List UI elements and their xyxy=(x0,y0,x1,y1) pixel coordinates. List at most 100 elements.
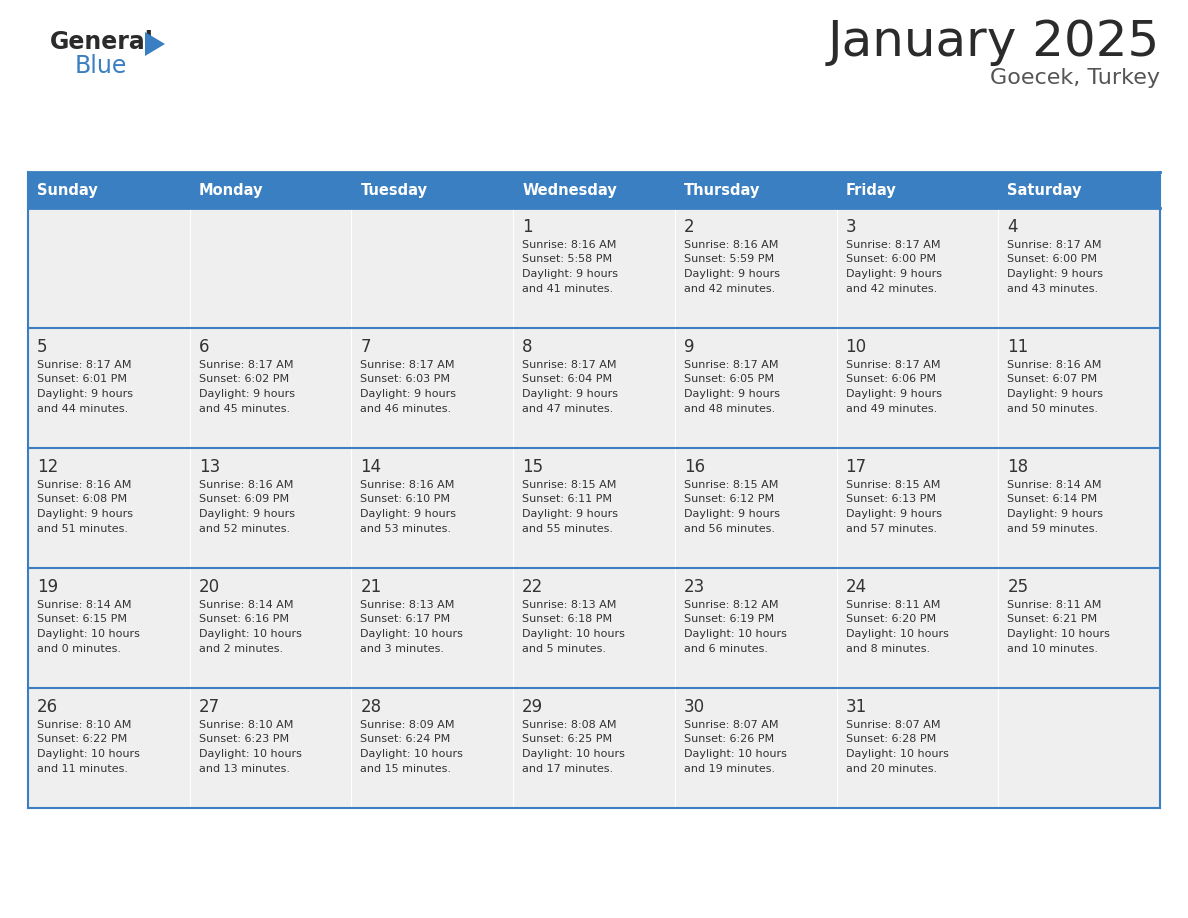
Text: Saturday: Saturday xyxy=(1007,183,1082,197)
Text: 5: 5 xyxy=(37,338,48,356)
Text: 15: 15 xyxy=(523,458,543,476)
Text: and 55 minutes.: and 55 minutes. xyxy=(523,523,613,533)
Text: and 52 minutes.: and 52 minutes. xyxy=(198,523,290,533)
Text: 20: 20 xyxy=(198,578,220,596)
Text: 27: 27 xyxy=(198,698,220,716)
Text: Sunset: 6:06 PM: Sunset: 6:06 PM xyxy=(846,375,936,385)
Text: Sunset: 6:18 PM: Sunset: 6:18 PM xyxy=(523,614,612,624)
Text: 28: 28 xyxy=(360,698,381,716)
Text: and 53 minutes.: and 53 minutes. xyxy=(360,523,451,533)
Text: Sunrise: 8:17 AM: Sunrise: 8:17 AM xyxy=(684,360,778,370)
Text: Sunrise: 8:17 AM: Sunrise: 8:17 AM xyxy=(523,360,617,370)
Text: Sunset: 6:23 PM: Sunset: 6:23 PM xyxy=(198,734,289,744)
Text: and 19 minutes.: and 19 minutes. xyxy=(684,764,775,774)
Text: Sunset: 6:00 PM: Sunset: 6:00 PM xyxy=(846,254,936,264)
Text: 18: 18 xyxy=(1007,458,1029,476)
Text: Sunrise: 8:14 AM: Sunrise: 8:14 AM xyxy=(1007,480,1101,490)
Text: Daylight: 9 hours: Daylight: 9 hours xyxy=(846,509,942,519)
Text: Sunset: 6:26 PM: Sunset: 6:26 PM xyxy=(684,734,775,744)
Text: and 57 minutes.: and 57 minutes. xyxy=(846,523,936,533)
Text: 29: 29 xyxy=(523,698,543,716)
Text: Sunrise: 8:17 AM: Sunrise: 8:17 AM xyxy=(198,360,293,370)
Text: and 47 minutes.: and 47 minutes. xyxy=(523,404,613,413)
Text: Sunrise: 8:09 AM: Sunrise: 8:09 AM xyxy=(360,720,455,730)
Text: 17: 17 xyxy=(846,458,867,476)
Text: Sunset: 6:00 PM: Sunset: 6:00 PM xyxy=(1007,254,1098,264)
Text: Sunday: Sunday xyxy=(37,183,97,197)
Text: Daylight: 9 hours: Daylight: 9 hours xyxy=(37,509,133,519)
Text: Sunrise: 8:16 AM: Sunrise: 8:16 AM xyxy=(523,240,617,250)
Text: and 42 minutes.: and 42 minutes. xyxy=(846,284,937,294)
Text: and 5 minutes.: and 5 minutes. xyxy=(523,644,606,654)
Text: Blue: Blue xyxy=(75,54,127,78)
Text: Sunrise: 8:10 AM: Sunrise: 8:10 AM xyxy=(198,720,293,730)
Text: Sunset: 6:11 PM: Sunset: 6:11 PM xyxy=(523,495,612,505)
Text: 21: 21 xyxy=(360,578,381,596)
Text: Daylight: 9 hours: Daylight: 9 hours xyxy=(846,389,942,399)
Text: Daylight: 9 hours: Daylight: 9 hours xyxy=(523,389,618,399)
Text: Sunrise: 8:15 AM: Sunrise: 8:15 AM xyxy=(523,480,617,490)
Bar xyxy=(29,448,1159,568)
Text: Daylight: 9 hours: Daylight: 9 hours xyxy=(1007,509,1104,519)
Text: Daylight: 10 hours: Daylight: 10 hours xyxy=(198,629,302,639)
Text: Sunset: 6:20 PM: Sunset: 6:20 PM xyxy=(846,614,936,624)
Bar xyxy=(29,328,1159,448)
Text: and 8 minutes.: and 8 minutes. xyxy=(846,644,930,654)
Text: 22: 22 xyxy=(523,578,543,596)
Text: 12: 12 xyxy=(37,458,58,476)
Text: and 44 minutes.: and 44 minutes. xyxy=(37,404,128,413)
Text: and 0 minutes.: and 0 minutes. xyxy=(37,644,121,654)
Text: 26: 26 xyxy=(37,698,58,716)
Text: Daylight: 10 hours: Daylight: 10 hours xyxy=(1007,629,1110,639)
Text: 19: 19 xyxy=(37,578,58,596)
Text: Sunrise: 8:10 AM: Sunrise: 8:10 AM xyxy=(37,720,132,730)
Text: Sunrise: 8:17 AM: Sunrise: 8:17 AM xyxy=(1007,240,1101,250)
Text: Daylight: 9 hours: Daylight: 9 hours xyxy=(198,509,295,519)
Text: Sunset: 6:08 PM: Sunset: 6:08 PM xyxy=(37,495,127,505)
Text: Sunrise: 8:17 AM: Sunrise: 8:17 AM xyxy=(360,360,455,370)
Text: Sunrise: 8:16 AM: Sunrise: 8:16 AM xyxy=(360,480,455,490)
Text: Sunrise: 8:14 AM: Sunrise: 8:14 AM xyxy=(198,600,293,610)
Text: Sunset: 6:15 PM: Sunset: 6:15 PM xyxy=(37,614,127,624)
Text: Sunset: 6:25 PM: Sunset: 6:25 PM xyxy=(523,734,612,744)
Text: Sunrise: 8:12 AM: Sunrise: 8:12 AM xyxy=(684,600,778,610)
Text: Wednesday: Wednesday xyxy=(523,183,617,197)
Text: 16: 16 xyxy=(684,458,704,476)
Text: and 10 minutes.: and 10 minutes. xyxy=(1007,644,1098,654)
Text: Daylight: 9 hours: Daylight: 9 hours xyxy=(523,269,618,279)
Text: January 2025: January 2025 xyxy=(828,18,1159,66)
Text: Daylight: 10 hours: Daylight: 10 hours xyxy=(37,749,140,759)
Text: Sunset: 6:10 PM: Sunset: 6:10 PM xyxy=(360,495,450,505)
Text: Sunrise: 8:16 AM: Sunrise: 8:16 AM xyxy=(1007,360,1101,370)
Text: Monday: Monday xyxy=(198,183,264,197)
Text: and 20 minutes.: and 20 minutes. xyxy=(846,764,936,774)
Text: Sunset: 6:12 PM: Sunset: 6:12 PM xyxy=(684,495,775,505)
Text: 4: 4 xyxy=(1007,218,1018,236)
Text: 25: 25 xyxy=(1007,578,1029,596)
Text: 10: 10 xyxy=(846,338,867,356)
Text: Sunset: 6:24 PM: Sunset: 6:24 PM xyxy=(360,734,450,744)
Text: Daylight: 9 hours: Daylight: 9 hours xyxy=(523,509,618,519)
Text: Sunrise: 8:17 AM: Sunrise: 8:17 AM xyxy=(846,360,940,370)
Text: 8: 8 xyxy=(523,338,532,356)
Text: 2: 2 xyxy=(684,218,695,236)
Text: Sunset: 6:05 PM: Sunset: 6:05 PM xyxy=(684,375,773,385)
Text: and 51 minutes.: and 51 minutes. xyxy=(37,523,128,533)
Text: Sunset: 6:09 PM: Sunset: 6:09 PM xyxy=(198,495,289,505)
Text: 30: 30 xyxy=(684,698,704,716)
Text: Sunrise: 8:16 AM: Sunrise: 8:16 AM xyxy=(198,480,293,490)
Text: Sunrise: 8:08 AM: Sunrise: 8:08 AM xyxy=(523,720,617,730)
Text: Daylight: 9 hours: Daylight: 9 hours xyxy=(1007,389,1104,399)
Text: Sunrise: 8:11 AM: Sunrise: 8:11 AM xyxy=(846,600,940,610)
Text: Sunrise: 8:15 AM: Sunrise: 8:15 AM xyxy=(846,480,940,490)
Text: 7: 7 xyxy=(360,338,371,356)
Text: Sunset: 6:28 PM: Sunset: 6:28 PM xyxy=(846,734,936,744)
Text: Sunrise: 8:15 AM: Sunrise: 8:15 AM xyxy=(684,480,778,490)
Text: and 48 minutes.: and 48 minutes. xyxy=(684,404,775,413)
Text: Sunrise: 8:16 AM: Sunrise: 8:16 AM xyxy=(684,240,778,250)
Text: Daylight: 10 hours: Daylight: 10 hours xyxy=(198,749,302,759)
Text: Daylight: 10 hours: Daylight: 10 hours xyxy=(37,629,140,639)
Text: Friday: Friday xyxy=(846,183,896,197)
Text: Daylight: 9 hours: Daylight: 9 hours xyxy=(1007,269,1104,279)
Text: and 45 minutes.: and 45 minutes. xyxy=(198,404,290,413)
